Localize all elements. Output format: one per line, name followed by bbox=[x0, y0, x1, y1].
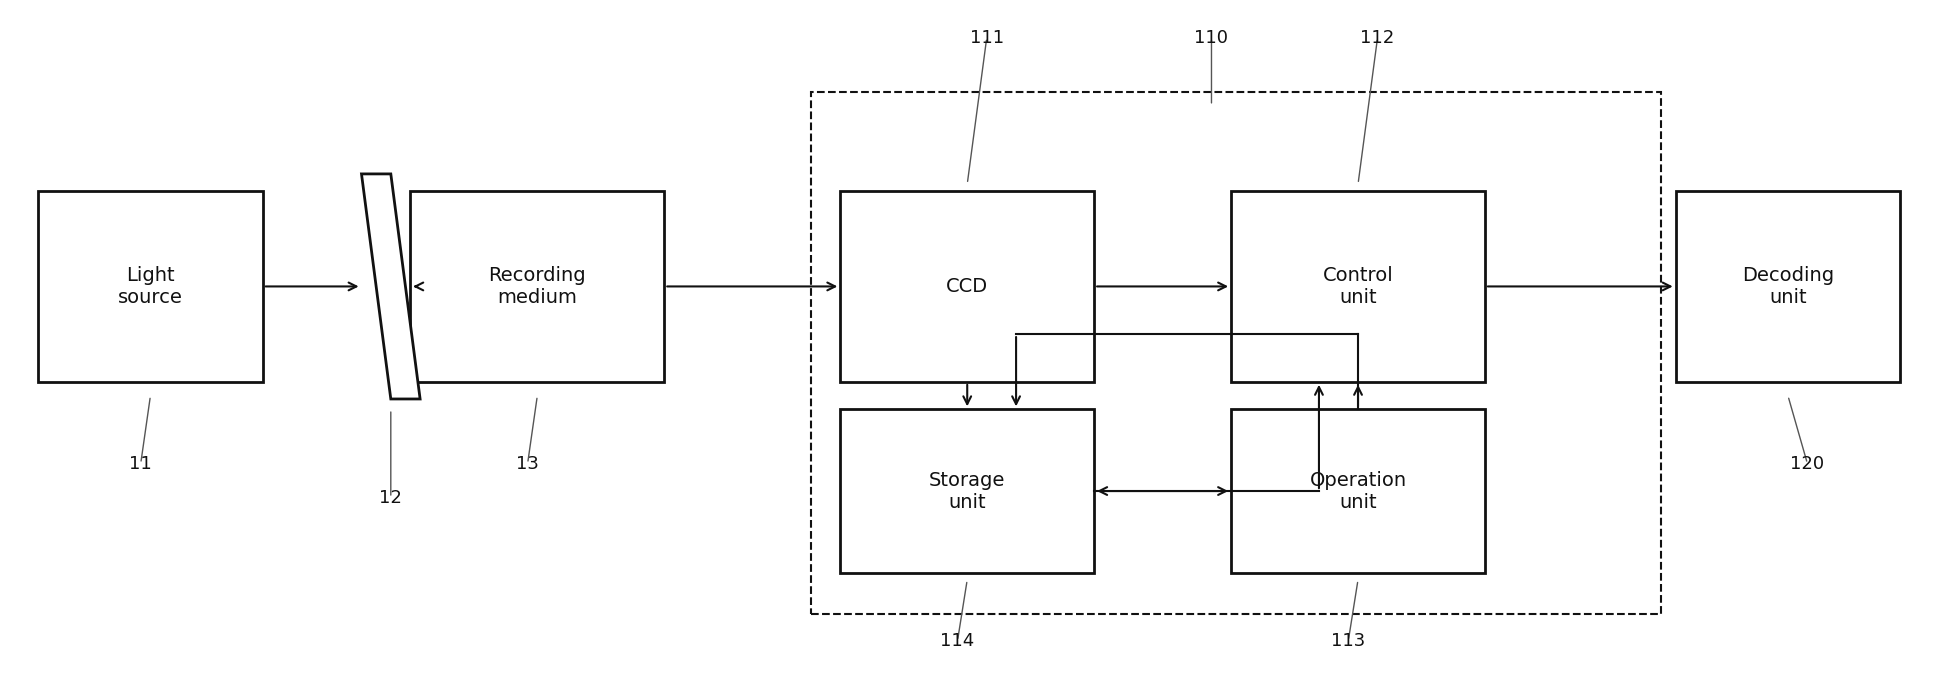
Text: Recording
medium: Recording medium bbox=[488, 266, 586, 307]
Text: Decoding
unit: Decoding unit bbox=[1741, 266, 1835, 307]
Bar bbox=[1231, 409, 1485, 573]
Text: 111: 111 bbox=[969, 29, 1004, 46]
Text: Light
source: Light source bbox=[117, 266, 184, 307]
Bar bbox=[410, 191, 664, 382]
Text: 114: 114 bbox=[940, 632, 975, 650]
Bar bbox=[811, 92, 1661, 614]
Bar bbox=[1677, 191, 1899, 382]
Text: 12: 12 bbox=[379, 489, 403, 507]
Bar bbox=[840, 409, 1094, 573]
Text: Storage
unit: Storage unit bbox=[928, 471, 1006, 512]
Text: Control
unit: Control unit bbox=[1323, 266, 1393, 307]
Polygon shape bbox=[361, 174, 420, 399]
Text: 112: 112 bbox=[1360, 29, 1395, 46]
Text: 113: 113 bbox=[1331, 632, 1366, 650]
Bar bbox=[37, 191, 264, 382]
Text: Operation
unit: Operation unit bbox=[1309, 471, 1407, 512]
Text: 13: 13 bbox=[516, 455, 539, 473]
Text: CCD: CCD bbox=[946, 277, 989, 296]
Bar bbox=[840, 191, 1094, 382]
Text: 120: 120 bbox=[1790, 455, 1825, 473]
Bar bbox=[1231, 191, 1485, 382]
Text: 11: 11 bbox=[129, 455, 152, 473]
Text: 110: 110 bbox=[1194, 29, 1229, 46]
